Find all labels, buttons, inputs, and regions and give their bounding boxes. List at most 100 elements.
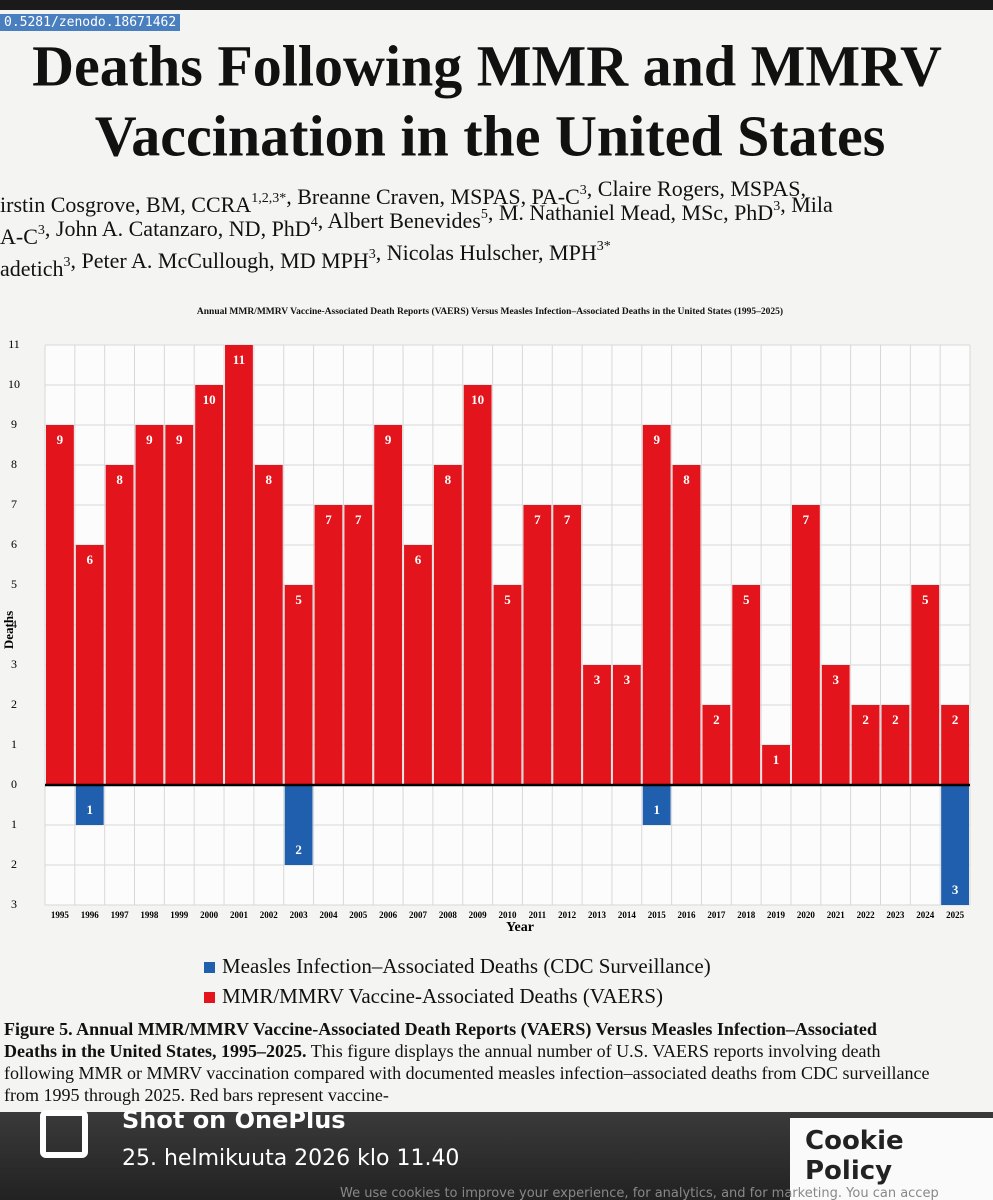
title: Deaths Following MMR and MMRV bbox=[32, 33, 942, 98]
x-tick-label: 2007 bbox=[409, 910, 428, 920]
y-tick-label: 4 bbox=[11, 617, 17, 631]
x-tick-label: 1998 bbox=[140, 910, 159, 920]
data-label: 8 bbox=[683, 472, 690, 487]
author-name: , John A. Catanzaro, ND, PhD bbox=[45, 216, 311, 241]
x-axis-label: Year bbox=[506, 920, 534, 935]
x-tick-label: 2010 bbox=[499, 910, 518, 920]
x-tick-label: 2023 bbox=[886, 910, 905, 920]
data-label: 5 bbox=[295, 592, 302, 607]
bar bbox=[46, 425, 74, 785]
bar bbox=[791, 505, 820, 785]
y-tick-label: 3 bbox=[11, 897, 17, 911]
y-tick-label: 2 bbox=[11, 697, 17, 711]
bar bbox=[284, 585, 313, 785]
bar bbox=[344, 505, 373, 785]
author-name: , Mila bbox=[780, 192, 833, 217]
bar bbox=[612, 665, 641, 785]
data-label: 9 bbox=[385, 432, 392, 447]
bar bbox=[523, 505, 552, 785]
bar bbox=[553, 505, 582, 785]
title: Vaccination in the United States bbox=[95, 103, 886, 168]
top-bar bbox=[0, 0, 993, 10]
author-affiliation: 1,2,3* bbox=[251, 191, 286, 206]
x-tick-label: 2012 bbox=[558, 910, 577, 920]
data-label: 9 bbox=[146, 432, 153, 447]
data-label: 5 bbox=[743, 592, 750, 607]
author-affiliation: 3 bbox=[369, 247, 376, 262]
bar bbox=[433, 465, 462, 785]
author-line: irstin Cosgrove, BM, CCRA1,2,3*, Breanne… bbox=[0, 176, 806, 217]
x-tick-label: 2013 bbox=[588, 910, 607, 920]
watermark: Shot on OnePlus bbox=[122, 1106, 346, 1134]
data-label: 7 bbox=[355, 512, 362, 527]
author-affiliation: 3 bbox=[580, 183, 587, 198]
bar bbox=[493, 585, 522, 785]
author-affiliation: 4 bbox=[311, 215, 318, 230]
data-label: 2 bbox=[952, 712, 959, 727]
x-tick-label: 2024 bbox=[916, 910, 935, 920]
data-label: 10 bbox=[471, 392, 484, 407]
bar bbox=[821, 665, 850, 785]
data-label: 7 bbox=[564, 512, 571, 527]
x-tick-label: 2000 bbox=[200, 910, 219, 920]
data-label: 8 bbox=[266, 472, 273, 487]
x-tick-label: 1999 bbox=[170, 910, 189, 920]
y-axis-label: Deaths bbox=[1, 611, 16, 649]
x-tick-label: 2006 bbox=[379, 910, 398, 920]
author-affiliation: 3 bbox=[773, 199, 780, 214]
data-label: 1 bbox=[87, 802, 94, 817]
data-label: 7 bbox=[325, 512, 332, 527]
bar bbox=[75, 545, 104, 785]
legend-swatch bbox=[204, 992, 215, 1003]
cookie-panel bbox=[790, 1118, 993, 1200]
bar bbox=[284, 785, 313, 865]
legend-swatch bbox=[204, 962, 215, 973]
x-tick-label: 1997 bbox=[111, 910, 130, 920]
author-line: A-C3, John A. Catanzaro, ND, PhD4, Alber… bbox=[0, 192, 833, 249]
caption-text: This figure displays the annual number o… bbox=[4, 1041, 930, 1105]
bar bbox=[672, 465, 701, 785]
y-tick-label: 1 bbox=[11, 817, 17, 831]
bar bbox=[642, 425, 671, 785]
y-tick-label: 1 bbox=[11, 737, 17, 751]
x-tick-label: 2021 bbox=[827, 910, 846, 920]
cookie-text: We use cookies to improve your experienc… bbox=[340, 1186, 939, 1200]
data-label: 9 bbox=[653, 432, 660, 447]
x-tick-label: 2001 bbox=[230, 910, 249, 920]
data-label: 3 bbox=[832, 672, 839, 687]
watermark-icon bbox=[40, 1110, 88, 1158]
x-tick-label: 2025 bbox=[946, 910, 965, 920]
bar bbox=[911, 585, 940, 785]
y-tick-label: 6 bbox=[11, 537, 17, 551]
x-tick-label: 2002 bbox=[260, 910, 279, 920]
legend-label: Measles Infection–Associated Deaths (CDC… bbox=[222, 954, 711, 978]
bar bbox=[225, 345, 253, 785]
x-tick-label: 2018 bbox=[737, 910, 756, 920]
data-label: 2 bbox=[862, 712, 869, 727]
data-label: 7 bbox=[803, 512, 810, 527]
bar bbox=[583, 665, 611, 785]
bar bbox=[732, 585, 761, 785]
author-name: , Peter A. McCullough, MD MPH bbox=[71, 248, 369, 273]
bar bbox=[463, 385, 492, 785]
x-tick-label: 2005 bbox=[349, 910, 368, 920]
author-affiliation: 3 bbox=[38, 223, 45, 238]
author-line: adetich3, Peter A. McCullough, MD MPH3, … bbox=[0, 239, 611, 281]
x-tick-label: 2008 bbox=[439, 910, 458, 920]
y-tick-label: 7 bbox=[11, 497, 17, 511]
author-name: adetich bbox=[0, 256, 64, 281]
cookie-title[interactable]: Cookie Policy bbox=[805, 1126, 904, 1186]
author-name: , Nicolas Hulscher, MPH bbox=[376, 240, 597, 265]
data-label: 2 bbox=[892, 712, 899, 727]
bar bbox=[404, 545, 432, 785]
bar bbox=[254, 465, 283, 785]
data-label: 6 bbox=[87, 552, 94, 567]
legend-label: MMR/MMRV Vaccine-Associated Deaths (VAER… bbox=[222, 984, 663, 1008]
y-tick-label: 11 bbox=[8, 337, 20, 351]
author-name: irstin Cosgrove, BM, CCRA bbox=[0, 192, 251, 217]
bar bbox=[702, 705, 731, 785]
bar bbox=[374, 425, 403, 785]
doi[interactable]: 0.5281/zenodo.18671462 bbox=[0, 14, 181, 31]
bar bbox=[105, 465, 134, 785]
